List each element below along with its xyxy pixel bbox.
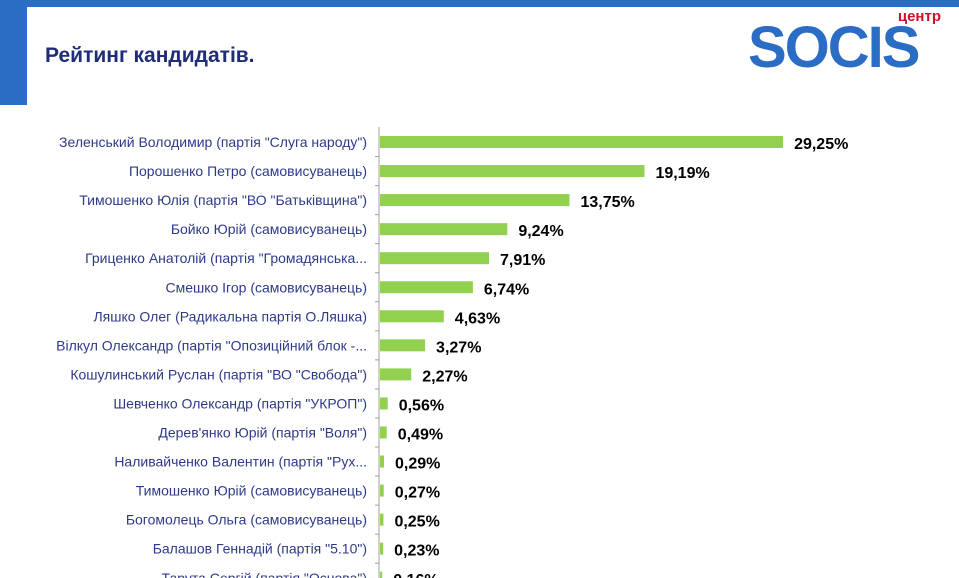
data-label: 0,27% bbox=[395, 485, 440, 502]
category-label: Гриценко Анатолій (партія "Громадянська.… bbox=[85, 250, 367, 266]
category-label: Тарута Сергій (партія "Основа") bbox=[162, 570, 367, 578]
logo-word: SOCIS bbox=[748, 15, 920, 80]
page-title: Рейтинг кандидатів. bbox=[45, 44, 255, 67]
socis-logo: центр SOCIS bbox=[745, 8, 945, 80]
bar bbox=[380, 426, 387, 439]
category-label: Ляшко Олег (Радикальна партія О.Ляшка) bbox=[93, 308, 367, 324]
bar bbox=[380, 513, 384, 526]
data-label: 9,24% bbox=[518, 223, 563, 240]
category-label: Бойко Юрій (самовисуванець) bbox=[171, 221, 367, 237]
left-accent-bar bbox=[0, 0, 27, 105]
category-label: Дерев'янко Юрій (партія "Воля") bbox=[158, 425, 367, 441]
logo-top-text: центр bbox=[897, 8, 941, 25]
data-label: 3,27% bbox=[436, 339, 481, 356]
data-label: 2,27% bbox=[422, 368, 467, 385]
data-label: 19,19% bbox=[655, 165, 709, 182]
bar bbox=[380, 455, 384, 468]
category-label: Шевченко Олександр (партія "УКРОП") bbox=[113, 395, 367, 411]
data-label: 7,91% bbox=[500, 252, 545, 269]
category-label: Богомолець Ольга (самовисуванець) bbox=[126, 512, 367, 528]
category-label: Наливайченко Валентин (партія "Рух... bbox=[114, 454, 367, 470]
top-bar bbox=[0, 0, 959, 7]
category-label: Зеленський Володимир (партія "Слуга наро… bbox=[59, 134, 367, 150]
category-label: Смешко Ігор (самовисуванець) bbox=[165, 279, 367, 295]
data-label: 0,16% bbox=[393, 572, 438, 578]
bar bbox=[380, 484, 384, 497]
bar bbox=[380, 397, 388, 410]
data-label: 6,74% bbox=[484, 281, 529, 298]
bar bbox=[380, 252, 489, 265]
bar bbox=[380, 136, 784, 148]
data-label: 0,49% bbox=[398, 427, 443, 444]
bar bbox=[380, 281, 473, 294]
category-label: Тимошенко Юлія (партія "ВО "Батьківщина"… bbox=[79, 192, 367, 208]
bar bbox=[380, 165, 645, 178]
bar bbox=[380, 368, 412, 381]
category-label: Порошенко Петро (самовисуванець) bbox=[129, 163, 367, 179]
data-label: 13,75% bbox=[580, 194, 634, 211]
category-label: Балашов Геннадій (партія "5.10") bbox=[153, 541, 367, 557]
category-label: Кошулинський Руслан (партія "ВО "Свобода… bbox=[70, 366, 367, 382]
bar bbox=[380, 194, 570, 207]
bar bbox=[380, 571, 383, 578]
bar bbox=[380, 223, 508, 236]
bar bbox=[380, 339, 426, 352]
bar bbox=[380, 310, 444, 323]
data-label: 0,23% bbox=[394, 543, 439, 560]
data-label: 29,25% bbox=[794, 136, 848, 153]
data-label: 0,25% bbox=[394, 514, 439, 531]
category-label: Вілкул Олександр (партія "Опозиційний бл… bbox=[56, 337, 367, 353]
data-label: 0,56% bbox=[399, 397, 444, 414]
data-label: 0,29% bbox=[395, 456, 440, 473]
category-label: Тимошенко Юрій (самовисуванець) bbox=[136, 483, 367, 499]
data-label: 4,63% bbox=[455, 310, 500, 327]
bar bbox=[380, 542, 384, 555]
